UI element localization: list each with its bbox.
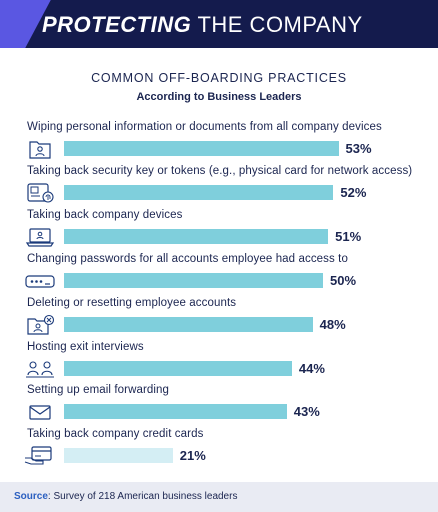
header-background bbox=[0, 0, 438, 48]
folder-person-icon bbox=[22, 137, 58, 161]
category-label: Setting up email forwarding bbox=[27, 384, 170, 397]
bar bbox=[64, 141, 339, 156]
value-label: 52% bbox=[340, 184, 367, 200]
value-label: 51% bbox=[335, 228, 362, 244]
value-label: 21% bbox=[179, 448, 206, 464]
value-label: 43% bbox=[293, 404, 320, 420]
header-banner: PROTECTING THE COMPANY bbox=[0, 0, 438, 48]
laptop-icon bbox=[22, 225, 58, 249]
value-label: 44% bbox=[298, 360, 325, 376]
category-label: Hosting exit interviews bbox=[27, 340, 144, 353]
bar bbox=[64, 360, 292, 376]
source-note: Source: Survey of 218 American business … bbox=[14, 491, 237, 502]
bar bbox=[64, 316, 313, 332]
interview-people-icon bbox=[22, 357, 58, 381]
source-label: Source bbox=[14, 491, 48, 502]
chart-title: COMMON OFF-BOARDING PRACTICES bbox=[91, 71, 347, 85]
page-title: PROTECTING THE COMPANY bbox=[42, 12, 363, 38]
bar bbox=[64, 228, 329, 244]
envelope-icon bbox=[22, 400, 58, 424]
page-title-rest: THE COMPANY bbox=[191, 12, 363, 37]
bar bbox=[64, 184, 334, 200]
value-label: 53% bbox=[345, 141, 372, 156]
password-field-icon bbox=[22, 269, 58, 293]
bar bbox=[64, 448, 173, 464]
id-badge-fingerprint-icon bbox=[22, 181, 58, 205]
bar bbox=[64, 272, 323, 288]
credit-card-hand-icon bbox=[22, 444, 58, 468]
category-label: Taking back security key or tokens (e.g.… bbox=[27, 164, 413, 177]
footer: Source: Survey of 218 American business … bbox=[0, 482, 438, 512]
category-label: Taking back company credit cards bbox=[27, 428, 204, 441]
value-label: 50% bbox=[330, 272, 357, 288]
chart-subtitle: According to Business Leaders bbox=[136, 91, 302, 103]
category-label: Taking back company devices bbox=[27, 208, 183, 221]
bar bbox=[64, 404, 287, 420]
category-label: Wiping personal information or documents… bbox=[27, 121, 382, 133]
page-title-bold: PROTECTING bbox=[42, 12, 192, 37]
value-label: 48% bbox=[319, 316, 346, 332]
source-text: : Survey of 218 American business leader… bbox=[47, 491, 238, 502]
category-label: Changing passwords for all accounts empl… bbox=[27, 252, 348, 265]
category-label: Deleting or resetting employee accounts bbox=[27, 296, 237, 309]
folder-delete-icon bbox=[22, 313, 58, 337]
